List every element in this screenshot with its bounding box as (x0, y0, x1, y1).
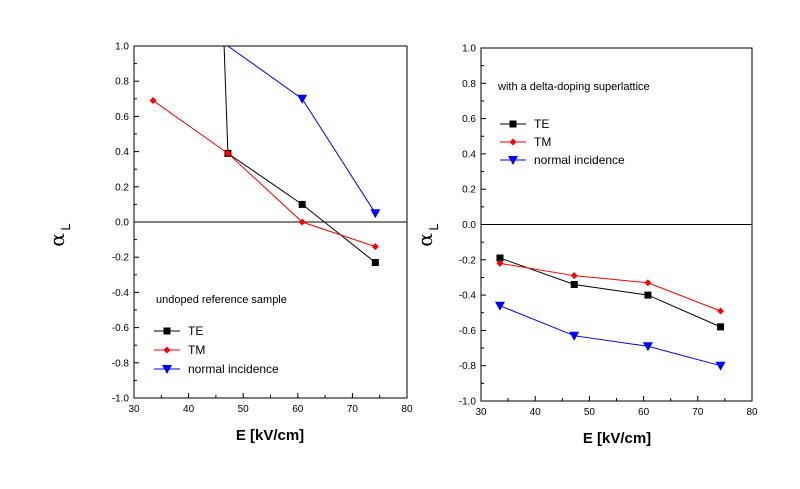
series-normal-incidence (494, 301, 726, 371)
data-point (642, 342, 653, 352)
y-axis-subscript: L (426, 223, 441, 230)
data-point (644, 279, 652, 287)
y-tick-label: 0.0 (115, 218, 129, 229)
y-axis-symbol: α (45, 233, 69, 247)
x-tick-label: 70 (692, 407, 704, 418)
legend-label: TM (188, 343, 205, 357)
series-line (223, 45, 376, 263)
x-tick-label: 60 (638, 407, 650, 418)
y-tick-label: 0.6 (462, 114, 476, 125)
legend-marker (509, 120, 517, 128)
series-normal-incidence (227, 45, 381, 219)
y-tick-label: -0.6 (112, 323, 130, 334)
series-line (499, 262, 721, 312)
y-tick-label: 0.4 (462, 149, 476, 160)
panel-annotation: with a delta-doping superlattice (497, 81, 650, 93)
data-point (298, 218, 306, 226)
y-tick-label: 1.0 (462, 44, 476, 55)
y-tick-label: -1.0 (112, 394, 130, 405)
data-point (370, 209, 381, 219)
legend-marker (508, 156, 518, 165)
legend-label: TE (188, 324, 203, 338)
data-point (717, 323, 725, 331)
series-line (499, 305, 721, 367)
panel-annotation: undoped reference sample (156, 294, 287, 306)
legend-label: normal incidence (188, 362, 279, 376)
y-tick-label: -0.4 (112, 288, 130, 299)
legend-marker (509, 138, 517, 146)
y-axis-symbol: α (413, 233, 437, 247)
legend-label: TM (534, 135, 551, 149)
x-tick-label: 50 (584, 407, 596, 418)
y-tick-label: -0.2 (112, 253, 130, 264)
legend-entry: TE (154, 324, 203, 338)
data-point (570, 272, 578, 280)
legend-entry: TE (500, 117, 549, 131)
series-te (496, 254, 725, 331)
left-chart-panel: 30 40 50 60 70 80 -1.0 -0.8 -0.6 -0.4 -0.2 0.0 0.2 0.… (45, 42, 413, 445)
x-tick-label: 40 (530, 407, 542, 418)
data-point (224, 149, 232, 157)
y-tick-label: 0.2 (115, 182, 129, 193)
x-axis-label: E [kV/cm] (583, 430, 651, 447)
legend-entry: normal incidence (154, 362, 279, 376)
data-point (496, 259, 504, 267)
data-point (297, 94, 308, 104)
legend-entry: TM (154, 343, 205, 357)
data-point (496, 254, 504, 262)
series-line (499, 257, 721, 328)
data-point (371, 243, 379, 251)
series-tm (149, 97, 379, 251)
data-point (717, 307, 725, 315)
y-axis-label: αL (45, 223, 73, 246)
y-tick-label: -0.6 (459, 326, 477, 337)
y-tick-label: 0.4 (115, 147, 129, 158)
x-tick-label: 50 (238, 404, 250, 415)
data-point (644, 291, 652, 299)
x-axis-label: E [kV/cm] (236, 427, 304, 444)
y-tick-label: 0.2 (462, 185, 476, 196)
x-tick-label: 40 (183, 404, 195, 415)
right-chart-panel: 30 40 50 60 70 80 -1.0 -0.8 -0.6 -0.4 -0.2 0.0 0.2 0.… (413, 44, 758, 448)
data-point (149, 97, 157, 105)
data-point (371, 258, 379, 266)
x-tick-label: 60 (292, 404, 304, 415)
legend-label: TE (534, 117, 549, 131)
x-tick-label: 70 (347, 404, 359, 415)
series-tm (496, 259, 725, 315)
y-axis-subscript: L (58, 223, 73, 230)
data-point (569, 331, 580, 341)
y-axis-label: αL (413, 223, 441, 246)
x-tick-label: 80 (401, 404, 413, 415)
legend-marker (163, 346, 171, 354)
y-tick-label: -0.8 (459, 361, 477, 372)
legend-label: normal incidence (534, 153, 625, 167)
series-line (227, 45, 376, 214)
data-point (570, 281, 578, 289)
data-point (298, 200, 306, 208)
y-tick-label: -0.4 (459, 291, 477, 302)
legend-marker (162, 365, 172, 374)
y-tick-label: 1.0 (115, 42, 129, 53)
legend-entry: TM (500, 135, 551, 149)
series-te (223, 45, 379, 266)
data-point (715, 361, 726, 371)
legend-entry: normal incidence (500, 153, 625, 167)
y-tick-label: -1.0 (459, 397, 477, 408)
series-line (152, 100, 376, 248)
legend-marker (163, 327, 171, 335)
x-tick-label: 80 (746, 407, 758, 418)
y-tick-label: 0.6 (115, 112, 129, 123)
y-tick-label: 0.8 (115, 77, 129, 88)
x-tick-label: 30 (475, 407, 487, 418)
y-tick-label: 0.0 (462, 220, 476, 231)
y-tick-label: -0.8 (112, 358, 130, 369)
x-tick-label: 30 (128, 404, 140, 415)
y-tick-label: -0.2 (459, 255, 477, 266)
y-tick-label: 0.8 (462, 79, 476, 90)
data-point (494, 301, 505, 311)
